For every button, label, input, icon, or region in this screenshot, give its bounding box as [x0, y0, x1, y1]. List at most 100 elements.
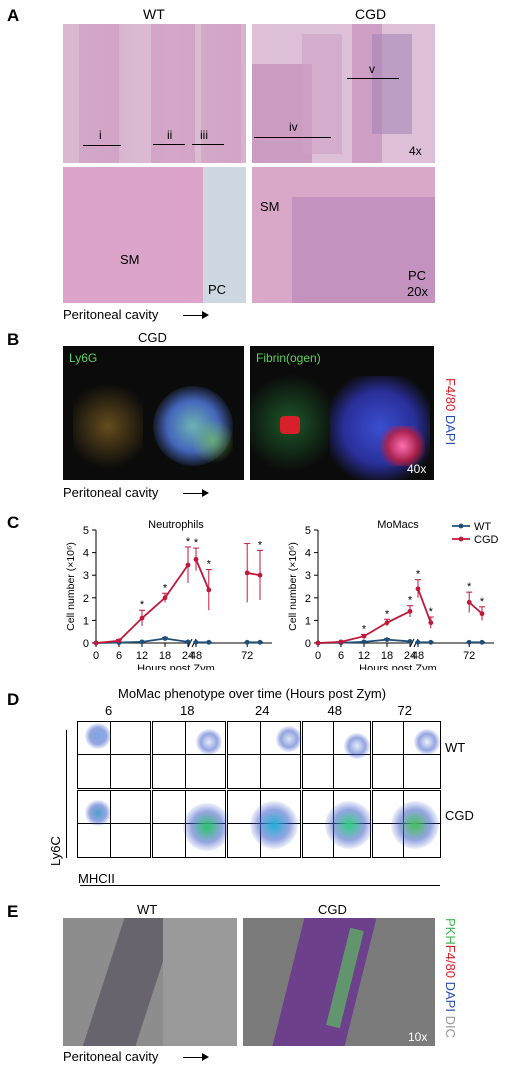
significance-star: * [258, 539, 263, 551]
dic-label: DIC [443, 1015, 458, 1038]
legend-marker-cgd [458, 536, 464, 542]
e-stain-legend: PKHF4/80 DAPI DIC [443, 918, 458, 1038]
y-tick-label: 2 [305, 593, 311, 605]
b-peritoneal-label: Peritoneal cavity [63, 485, 159, 500]
data-point-cgd [315, 640, 321, 646]
significance-star: * [362, 623, 367, 635]
data-point-wt [185, 639, 191, 645]
a-peritoneal-label: Peritoneal cavity [63, 307, 159, 322]
gate-line-vertical [332, 722, 334, 788]
data-point-wt [407, 639, 413, 644]
cgd-he-20x-image: SM PC 20x [252, 167, 435, 303]
b-magnification: 40x [407, 462, 427, 476]
data-point-wt [162, 636, 168, 641]
d-time-label: 6 [105, 703, 113, 718]
y-tick-label: 3 [83, 570, 89, 582]
d-time-label: 48 [327, 703, 342, 718]
significance-star: * [163, 582, 168, 594]
fibrin-label: Fibrin(ogen) [256, 351, 321, 365]
legend-label-cgd: CGD [474, 534, 499, 546]
data-point-cgd [428, 620, 434, 626]
panel-b-label: B [7, 330, 20, 349]
region-v-label: v [369, 62, 375, 76]
y-tick-label: 3 [305, 570, 311, 582]
chart-title: Neutrophils [148, 520, 204, 531]
data-point-cgd [338, 639, 344, 645]
cell-population [413, 729, 440, 755]
wt-pc-label: PC [208, 282, 227, 297]
gate-line-horizontal [78, 754, 150, 755]
d-row-wt-label: WT [445, 740, 466, 755]
y-tick-label: 5 [83, 525, 89, 537]
x-tick-label: 18 [159, 650, 171, 662]
e-wt-title: WT [137, 902, 158, 917]
wt-he-20x-image: SM PC [63, 167, 246, 303]
y-tick-label: 5 [305, 525, 311, 537]
cell-population [276, 726, 302, 752]
ly6g-label: Ly6G [69, 351, 98, 365]
a-bottom-magnification: 20x [407, 284, 428, 299]
cell-population [85, 723, 111, 749]
significance-star: * [186, 536, 191, 548]
flow-plot [302, 790, 373, 858]
x-axis-label: Hours post Zym [359, 663, 437, 670]
panel-d-title: MoMac phenotype over time (Hours post Zy… [118, 686, 387, 701]
d-x-axis-line [80, 885, 440, 886]
gate-line-horizontal [303, 754, 370, 755]
gate-line-vertical [110, 722, 111, 788]
data-point-cgd [139, 615, 145, 621]
data-point-wt [466, 639, 472, 645]
significance-star: * [408, 595, 413, 607]
data-point-cgd [384, 620, 390, 626]
data-point-cgd [93, 640, 99, 646]
region-iv-label: iv [289, 120, 298, 134]
flow-plot [77, 721, 151, 789]
x-tick-label: 6 [338, 650, 344, 662]
d-time-label: 72 [397, 703, 412, 718]
x-tick-label: 18 [381, 650, 393, 662]
data-point-cgd [407, 608, 413, 614]
data-point-cgd [361, 633, 367, 639]
f480-label: F4/80 [443, 378, 458, 412]
panel-e-label: E [7, 902, 19, 921]
gate-line-horizontal [153, 754, 225, 755]
significance-star: * [480, 596, 485, 608]
y-tick-label: 0 [83, 638, 89, 650]
data-point-cgd [415, 586, 421, 592]
y-axis-label: Cell number (×10⁶) [65, 542, 77, 631]
y-tick-label: 4 [305, 548, 311, 560]
data-point-wt [428, 639, 434, 645]
axis-break-mark [409, 638, 415, 648]
flow-plot [372, 721, 441, 789]
fibrin-fluorescence-image: Fibrin(ogen) 40x [250, 346, 434, 480]
cgd-sm-label: SM [260, 199, 280, 214]
y-tick-label: 1 [83, 615, 89, 627]
d-xlabel: MHCII [78, 871, 115, 886]
data-point-cgd [116, 638, 122, 644]
e-dapi-label: DAPI [443, 981, 458, 1012]
cell-population [343, 733, 370, 759]
flow-plot [227, 790, 301, 858]
region-iii-label: iii [200, 128, 208, 142]
cell-population [196, 729, 222, 755]
a-top-magnification: 4x [409, 144, 422, 158]
flow-plot [77, 790, 151, 858]
data-point-cgd [193, 556, 199, 562]
x-tick-label: 12 [358, 650, 370, 662]
x-tick-label: 48 [190, 650, 202, 662]
significance-star: * [416, 569, 421, 581]
x-tick-label: 6 [116, 650, 122, 662]
cgd-pc-label: PC [408, 268, 427, 283]
data-point-wt [139, 639, 145, 645]
gate-line-horizontal [228, 754, 300, 755]
y-axis-label: Cell number (×10⁶) [287, 542, 299, 631]
x-tick-label: 0 [315, 650, 321, 662]
region-ii-label: ii [167, 128, 173, 142]
data-point-cgd [466, 599, 472, 605]
gate-line-vertical [110, 791, 111, 857]
panel-c-label: C [7, 513, 20, 532]
ly6g-fluorescence-image: Ly6G [63, 346, 244, 480]
